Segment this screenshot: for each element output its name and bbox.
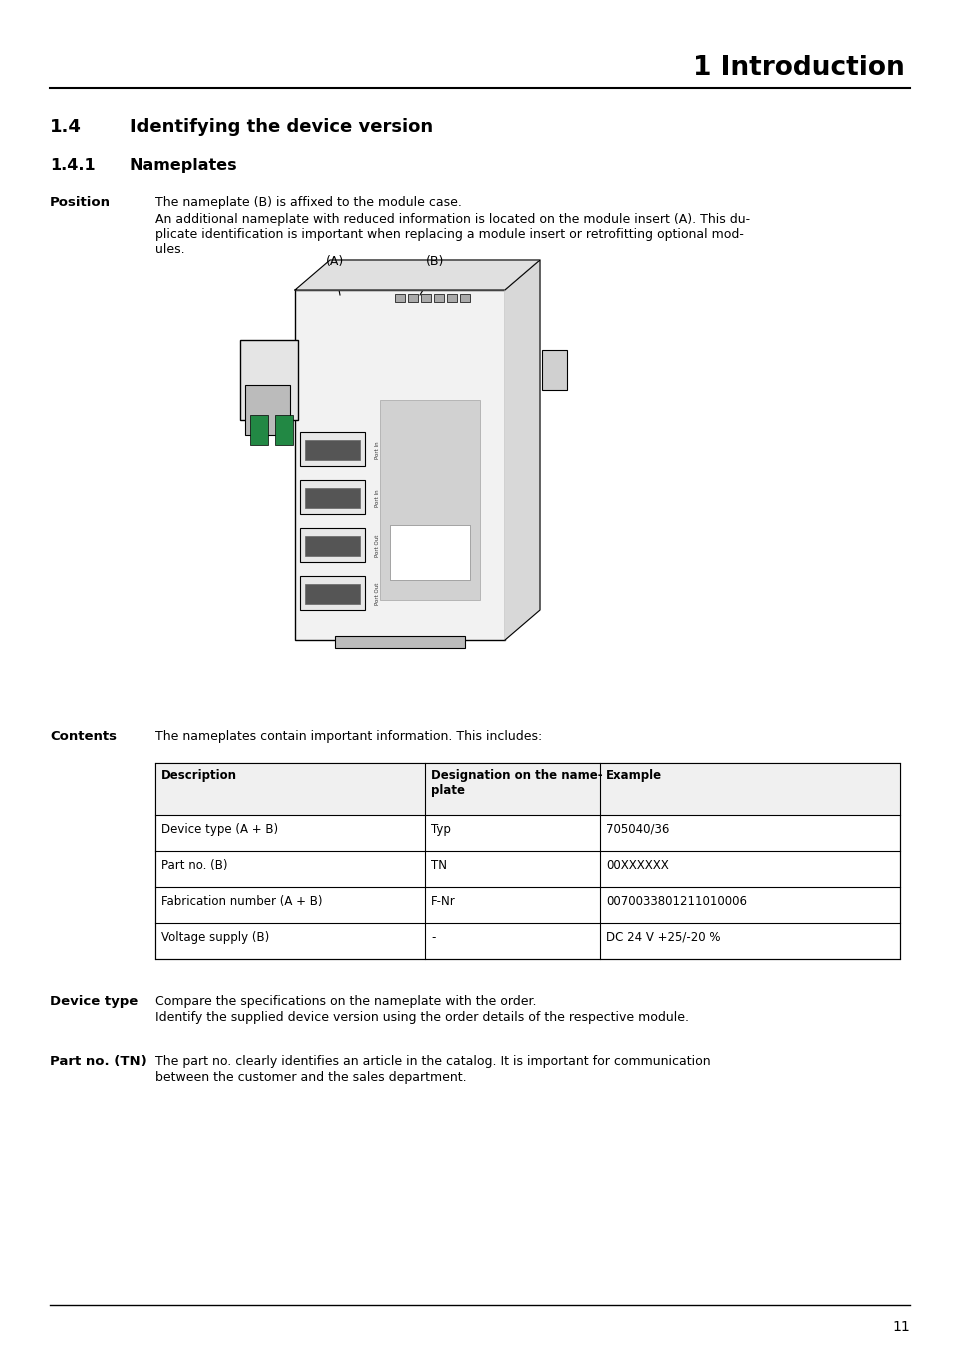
Text: Port Out: Port Out	[375, 535, 379, 558]
Text: Designation on the name-
plate: Designation on the name- plate	[431, 769, 602, 796]
Text: F-Nr: F-Nr	[431, 895, 456, 909]
Text: Identify the supplied device version using the order details of the respective m: Identify the supplied device version usi…	[154, 1011, 688, 1025]
Bar	[154, 763, 899, 815]
Bar	[379, 400, 479, 599]
Text: 0070033801211010006: 0070033801211010006	[605, 895, 746, 909]
Bar	[420, 294, 431, 302]
Text: 705040/36: 705040/36	[605, 824, 669, 836]
Bar	[434, 294, 443, 302]
Text: Compare the specifications on the nameplate with the order.: Compare the specifications on the namepl…	[154, 995, 536, 1008]
Text: Nameplates: Nameplates	[130, 158, 237, 173]
Text: between the customer and the sales department.: between the customer and the sales depar…	[154, 1071, 466, 1084]
Text: Port In: Port In	[375, 489, 379, 506]
Text: Device type: Device type	[50, 995, 138, 1008]
Bar	[154, 763, 899, 958]
Bar	[294, 290, 504, 640]
Text: -: -	[431, 931, 435, 944]
Text: 11: 11	[891, 1320, 909, 1334]
Bar	[305, 536, 359, 556]
Bar	[305, 487, 359, 508]
Bar	[305, 585, 359, 603]
Text: (A): (A)	[326, 255, 344, 269]
Bar	[245, 385, 290, 435]
Bar	[305, 440, 359, 460]
Text: 1.4: 1.4	[50, 117, 82, 136]
Text: (B): (B)	[425, 255, 444, 269]
Bar	[395, 294, 405, 302]
Bar	[274, 414, 293, 446]
Bar	[250, 414, 268, 446]
Text: 1.4.1: 1.4.1	[50, 158, 95, 173]
Text: Typ: Typ	[431, 824, 451, 836]
Bar	[299, 432, 365, 466]
Text: Identifying the device version: Identifying the device version	[130, 117, 433, 136]
Text: ules.: ules.	[154, 243, 185, 256]
Bar	[299, 528, 365, 562]
Text: Port In: Port In	[375, 441, 379, 459]
Text: Position: Position	[50, 196, 111, 209]
Bar	[390, 525, 470, 580]
Text: The nameplates contain important information. This includes:: The nameplates contain important informa…	[154, 730, 541, 742]
Bar	[335, 636, 464, 648]
Text: DC 24 V +25/-20 %: DC 24 V +25/-20 %	[605, 931, 720, 944]
Text: The nameplate (B) is affixed to the module case.: The nameplate (B) is affixed to the modu…	[154, 196, 461, 209]
Text: Part no. (TN): Part no. (TN)	[50, 1054, 147, 1068]
Text: Contents: Contents	[50, 730, 117, 742]
Text: Example: Example	[605, 769, 661, 782]
Bar	[408, 294, 417, 302]
Text: The part no. clearly identifies an article in the catalog. It is important for c: The part no. clearly identifies an artic…	[154, 1054, 710, 1068]
Bar	[541, 350, 566, 390]
Bar	[299, 481, 365, 514]
Polygon shape	[294, 261, 539, 290]
Text: Device type (A + B): Device type (A + B)	[161, 824, 278, 836]
Text: Port Out: Port Out	[375, 583, 379, 605]
Text: plicate identification is important when replacing a module insert or retrofitti: plicate identification is important when…	[154, 228, 743, 242]
Bar	[447, 294, 456, 302]
Text: TN: TN	[431, 859, 447, 872]
Text: Description: Description	[161, 769, 236, 782]
Text: An additional nameplate with reduced information is located on the module insert: An additional nameplate with reduced inf…	[154, 213, 749, 225]
Text: 00XXXXXX: 00XXXXXX	[605, 859, 668, 872]
Bar	[240, 340, 297, 420]
Text: 1 Introduction: 1 Introduction	[693, 55, 904, 81]
Text: Fabrication number (A + B): Fabrication number (A + B)	[161, 895, 322, 909]
Bar	[459, 294, 470, 302]
Bar	[299, 576, 365, 610]
Text: Part no. (B): Part no. (B)	[161, 859, 227, 872]
Text: Voltage supply (B): Voltage supply (B)	[161, 931, 269, 944]
Polygon shape	[504, 261, 539, 640]
